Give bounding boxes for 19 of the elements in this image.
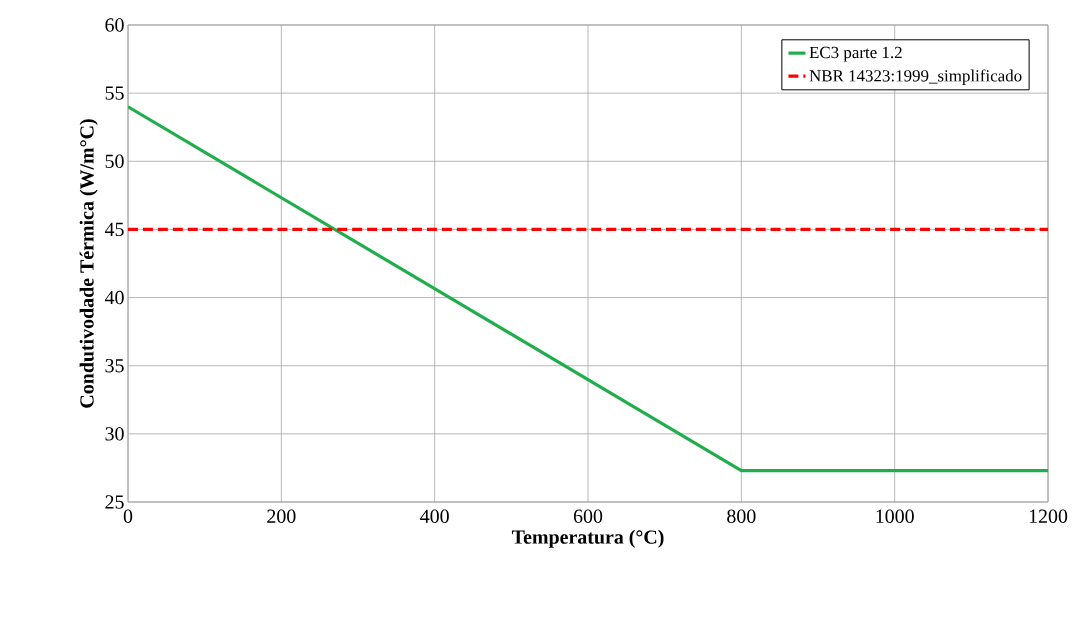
y-tick-label: 55: [105, 86, 124, 100]
y-tick-label: 30: [105, 427, 124, 441]
y-tick-label: 50: [105, 154, 124, 168]
y-tick-label: 35: [105, 359, 124, 373]
y-tick-label: 40: [104, 290, 124, 305]
x-tick-label: 800: [727, 509, 756, 523]
y-tick-label: 60: [105, 18, 124, 32]
y-tick-label: 45: [104, 222, 124, 237]
x-tick-label: 1200: [1029, 509, 1068, 523]
x-tick-label: 400: [420, 509, 449, 523]
x-tick-label: 200: [267, 509, 296, 523]
x-tick-label: 0: [123, 509, 133, 523]
legend-label: NBR 14323:1999_simplificado: [809, 69, 1022, 85]
legend-label: EC3 parte 1.2: [809, 46, 902, 62]
y-tick-label: 25: [105, 495, 124, 509]
y-axis-title: Condutivodade Térmica (W/m°C): [79, 119, 98, 408]
x-axis-title: Temperatura (°C): [511, 529, 664, 548]
x-tick-label: 600: [573, 509, 603, 523]
x-tick-label: 1000: [876, 509, 914, 523]
